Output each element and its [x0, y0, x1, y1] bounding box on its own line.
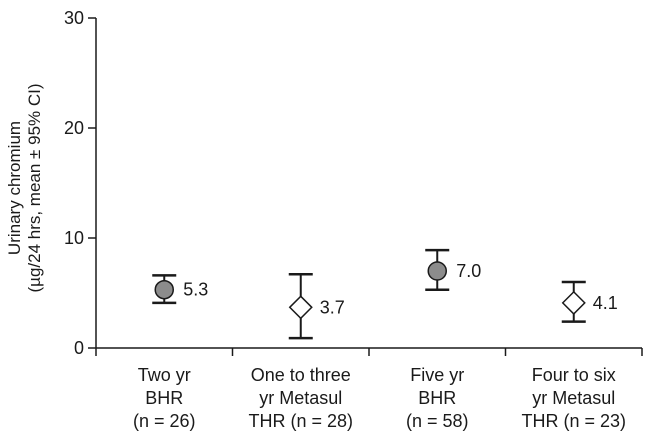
data-point-group: 4.1 [561, 280, 618, 323]
mean-marker-circle [427, 261, 447, 281]
y-tick-label: 30 [64, 8, 84, 28]
category-label: THR (n = 28) [248, 411, 353, 431]
data-label: 5.3 [183, 280, 208, 300]
category-label: (n = 58) [406, 411, 469, 431]
data-marks: 5.3 3.7 7.0 4.1 [152, 248, 618, 340]
category-label: BHR [418, 388, 456, 408]
category-label: THR (n = 23) [521, 411, 626, 431]
y-tick-label: 20 [64, 118, 84, 138]
category-labels: Two yr BHR (n = 26) One to three yr Metasul T… [133, 365, 626, 431]
category-label: Two yr [138, 365, 191, 385]
category-label: yr Metasul [532, 388, 615, 408]
category-label: BHR [145, 388, 183, 408]
data-label: 3.7 [320, 297, 345, 317]
category-label: Four to six [532, 365, 616, 385]
data-label: 4.1 [593, 293, 618, 313]
mean-marker-diamond [288, 295, 313, 320]
category-label: (n = 26) [133, 411, 196, 431]
x-ticks [95, 348, 643, 356]
category-label: Five yr [410, 365, 464, 385]
axes [95, 18, 642, 349]
data-point-group: 5.3 [152, 274, 208, 305]
data-point-group: 7.0 [425, 248, 481, 291]
category-label: yr Metasul [259, 388, 342, 408]
y-ticks: 0 10 20 30 [64, 8, 96, 358]
y-tick-label: 10 [64, 228, 84, 248]
data-point-group: 3.7 [288, 273, 345, 340]
y-axis-label: Urinary chromium (µg/24 hrs, mean ± 95% … [5, 83, 44, 292]
y-tick-label: 0 [74, 338, 84, 358]
y-axis-label-line-1: Urinary chromium [5, 121, 24, 255]
mean-marker-diamond [561, 290, 586, 315]
category-label: One to three [251, 365, 351, 385]
mean-marker-circle [154, 279, 174, 300]
y-axis-label-line-2: (µg/24 hrs, mean ± 95% CI) [25, 83, 44, 292]
data-label: 7.0 [456, 261, 481, 281]
